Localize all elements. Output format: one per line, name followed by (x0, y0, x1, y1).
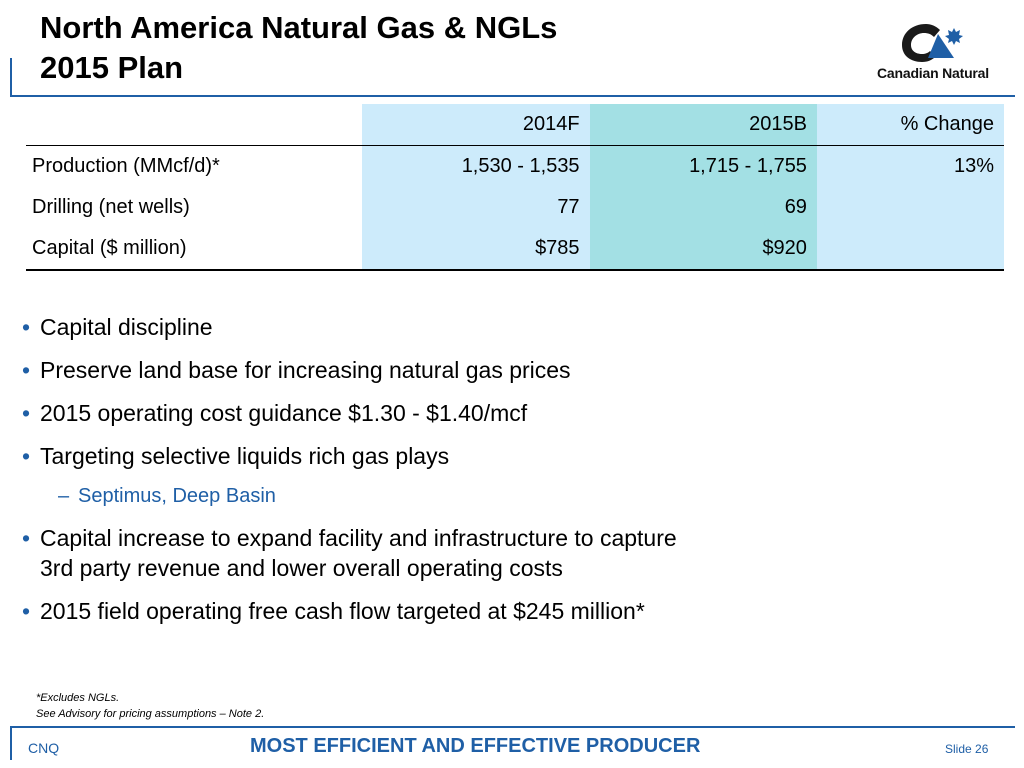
footer-frame-left (10, 726, 12, 760)
list-item: • Targeting selective liquids rich gas p… (22, 441, 922, 471)
dash-marker: – (58, 485, 70, 507)
cell-2014f: 1,530 - 1,535 (362, 145, 590, 187)
slide-title-line1: North America Natural Gas & NGLs (40, 10, 558, 45)
table-header-2014f: 2014F (362, 104, 590, 146)
bullet-text: Targeting selective liquids rich gas pla… (40, 443, 450, 469)
list-item: • 2015 operating cost guidance $1.30 - $… (22, 398, 922, 428)
cell-change (816, 187, 1004, 228)
bullet-marker: • (22, 400, 31, 426)
bullet-marker: • (22, 443, 31, 469)
table-row: Capital ($ million) $785 $920 (26, 228, 1004, 270)
header-divider (10, 95, 1015, 97)
bullet-text: 2015 field operating free cash flow targ… (40, 598, 645, 624)
cell-change (816, 228, 1004, 270)
bullet-list: • Capital discipline • Preserve land bas… (22, 312, 922, 639)
cell-2015b: $920 (589, 228, 817, 270)
footer-ticker: CNQ (28, 740, 60, 756)
list-item: • 2015 field operating free cash flow ta… (22, 596, 922, 626)
bullet-text: 2015 operating cost guidance $1.30 - $1.… (40, 400, 528, 426)
list-item: • Capital increase to expand facility an… (22, 523, 922, 583)
footnote-line2: See Advisory for pricing assumptions – N… (36, 708, 265, 720)
cell-change: 13% (816, 145, 1004, 187)
footnote-line1: *Excludes NGLs. (36, 692, 120, 704)
footer-divider (10, 726, 1015, 728)
bullet-marker: • (22, 357, 31, 383)
logo-text: Canadian Natural (877, 65, 989, 81)
footnotes: *Excludes NGLs. See Advisory for pricing… (36, 690, 264, 722)
plan-table: 2014F 2015B % Change Production (MMcf/d)… (26, 104, 1004, 271)
footer-tagline: MOST EFFICIENT AND EFFECTIVE PRODUCER (250, 735, 701, 757)
bullet-text-line2: 3rd party revenue and lower overall oper… (40, 555, 563, 581)
company-logo: Canadian Natural (868, 20, 998, 86)
slide-title: North America Natural Gas & NGLs 2015 Pl… (40, 8, 557, 88)
row-label: Drilling (net wells) (32, 196, 190, 218)
table-header-label (26, 104, 362, 146)
table-row: Drilling (net wells) 77 69 (26, 187, 1004, 228)
slide-title-line2: 2015 Plan (40, 50, 184, 85)
bullet-text: Capital discipline (40, 314, 213, 340)
table-header-row: 2014F 2015B % Change (26, 104, 1004, 146)
cell-2015b: 1,715 - 1,755 (589, 145, 817, 187)
sub-bullet-text: Septimus, Deep Basin (78, 485, 276, 507)
logo-mark-icon (902, 24, 963, 62)
slide-number: Slide 26 (945, 742, 989, 756)
table-row: Production (MMcf/d)* 1,530 - 1,535 1,715… (26, 145, 1004, 187)
row-label: Capital ($ million) (32, 237, 187, 259)
row-label: Production (MMcf/d)* (32, 155, 220, 177)
bullet-marker: • (22, 314, 31, 340)
sub-list-item: – Septimus, Deep Basin (22, 481, 922, 511)
list-item: • Preserve land base for increasing natu… (22, 355, 922, 385)
list-item: • Capital discipline (22, 312, 922, 342)
bullet-text: Preserve land base for increasing natura… (40, 357, 571, 383)
header-frame-left (10, 58, 12, 96)
cell-2015b: 69 (589, 187, 817, 228)
cell-2014f: $785 (362, 228, 590, 270)
bullet-marker: • (22, 525, 31, 551)
bullet-marker: • (22, 598, 31, 624)
bullet-text-line1: Capital increase to expand facility and … (40, 525, 677, 551)
table-header-change: % Change (816, 104, 1004, 146)
table-header-2015b: 2015B (589, 104, 817, 146)
cell-2014f: 77 (362, 187, 590, 228)
